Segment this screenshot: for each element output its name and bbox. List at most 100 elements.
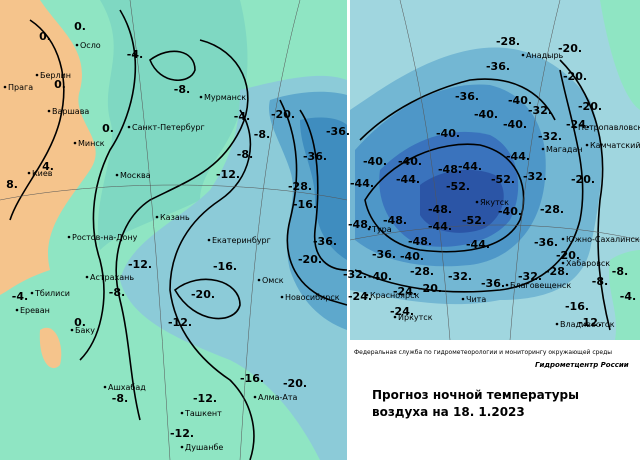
forecast-title-2: воздуха на xyxy=(372,405,449,419)
city-label: Петропавловск xyxy=(578,123,640,132)
city-label: Прага xyxy=(8,83,33,92)
isotherm-label: -12. xyxy=(578,316,602,329)
city-dot xyxy=(75,43,79,47)
isotherm-label: -4. xyxy=(620,290,636,303)
city-label: Екатеринбург xyxy=(212,236,271,245)
isotherm-label: -12. xyxy=(216,168,240,181)
city-dot xyxy=(280,295,284,299)
isotherm-label: -40. xyxy=(436,127,460,140)
isotherm-label: -28. xyxy=(410,265,434,278)
isotherm-label: -24. xyxy=(393,285,417,298)
isotherm-label: -32. xyxy=(448,270,472,283)
isotherm-label: -48. xyxy=(383,214,407,227)
city-label: Астрахань xyxy=(90,273,134,282)
city-label: Ашхабад xyxy=(108,383,146,392)
city-label: Алма-Ата xyxy=(258,393,298,402)
isotherm-label: -32. xyxy=(523,170,547,183)
isotherm-label: -12. xyxy=(193,392,217,405)
city-label: Минск xyxy=(78,139,105,148)
city-dot xyxy=(257,278,261,282)
city-dot xyxy=(155,215,159,219)
isotherm-label: -4. xyxy=(127,48,143,61)
isotherm-label: 0. xyxy=(39,30,51,43)
city-label: Благовещенск xyxy=(510,281,571,290)
isotherm-label: -40. xyxy=(398,155,422,168)
city-label: Москва xyxy=(120,171,151,180)
city-dot xyxy=(3,85,7,89)
city-label: Казань xyxy=(160,213,190,222)
isotherm-label: -52. xyxy=(491,173,515,186)
isotherm-label: -52. xyxy=(462,214,486,227)
city-label: Анадырь xyxy=(526,51,564,60)
isotherm-label: -24. xyxy=(566,118,590,131)
city-dot xyxy=(393,315,397,319)
isotherm-label: -4. xyxy=(12,290,28,303)
isotherm-label: -40. xyxy=(368,270,392,283)
isotherm-label: -24. xyxy=(390,305,414,318)
city-dot xyxy=(127,125,131,129)
city-dot xyxy=(253,395,257,399)
isotherm-label: -44. xyxy=(428,220,452,233)
city-dot xyxy=(207,238,211,242)
city-dot xyxy=(30,291,34,295)
isotherm-label: -20. xyxy=(283,377,307,390)
city-label: Иркутск xyxy=(398,313,433,322)
city-label: Санкт-Петербург xyxy=(132,123,205,132)
city-label: Тура xyxy=(371,225,392,234)
city-dot xyxy=(521,53,525,57)
city-dot xyxy=(585,143,589,147)
city-dot xyxy=(561,237,565,241)
isotherm-label: -36. xyxy=(486,60,510,73)
isotherm-label: -40. xyxy=(400,250,424,263)
isotherm-label: -16. xyxy=(240,372,264,385)
city-label: Новосибирск xyxy=(285,293,340,302)
labels: Осло Берлин Прага Варшава Минск Санкт-Петербу… xyxy=(3,20,640,452)
isotherm-label: -8. xyxy=(254,128,270,141)
city-label: Якутск xyxy=(480,198,509,207)
city-label: Варшава xyxy=(52,107,89,116)
isotherm-label: -40. xyxy=(508,94,532,107)
city-label: Ереван xyxy=(20,306,50,315)
isotherm-label: -8. xyxy=(612,265,628,278)
isotherm-label: -40. xyxy=(363,155,387,168)
isotherm-label: -48. xyxy=(428,203,452,216)
city-dot xyxy=(367,227,371,231)
city-dot xyxy=(365,293,369,297)
city-dot xyxy=(573,125,577,129)
city-label: Омск xyxy=(262,276,284,285)
agency-name: Федеральная служба по гидрометеорологии … xyxy=(354,349,612,356)
city-dot xyxy=(561,261,565,265)
isotherm-label: -48. xyxy=(408,235,432,248)
city-dot xyxy=(70,328,74,332)
isotherm-label: 0. xyxy=(54,78,66,91)
isotherm-label: -44. xyxy=(396,173,420,186)
isotherm-label: -36. xyxy=(481,277,505,290)
city-label: Красноярск xyxy=(370,291,419,300)
isotherm-label: -20. xyxy=(571,173,595,186)
isotherm-label: -40. xyxy=(474,108,498,121)
isotherm-label: -16. xyxy=(293,198,317,211)
isotherm-label: -20. xyxy=(578,100,602,113)
city-dot xyxy=(505,283,509,287)
city-dot xyxy=(115,173,119,177)
city-dot xyxy=(27,171,31,175)
isotherm-label: -52. xyxy=(446,180,470,193)
city-dot xyxy=(555,322,559,326)
city-label: Чита xyxy=(466,295,486,304)
right-map-background xyxy=(350,0,640,460)
isotherm-label: -4. xyxy=(234,110,250,123)
isotherm-label: -20. xyxy=(563,70,587,83)
contour-lines xyxy=(9,9,611,460)
center-name: Гидрометцентр России xyxy=(535,361,629,369)
city-label: Владивосток xyxy=(560,320,615,329)
city-dot xyxy=(180,445,184,449)
isotherm-label: -36. xyxy=(313,235,337,248)
isotherm-label: -20. xyxy=(418,282,442,295)
isotherm-label: -24. xyxy=(348,290,372,303)
isotherm-label: -20. xyxy=(298,253,322,266)
city-label: Камчатский xyxy=(590,141,640,150)
isotherm-label: -28. xyxy=(540,203,564,216)
city-dot xyxy=(180,411,184,415)
